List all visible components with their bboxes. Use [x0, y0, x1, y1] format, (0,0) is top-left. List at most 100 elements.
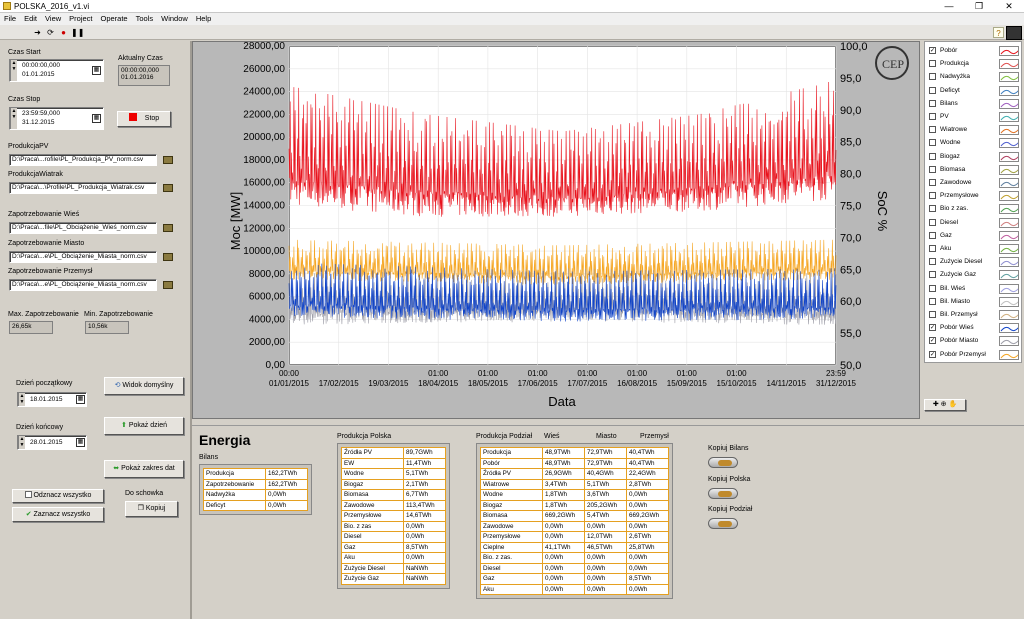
kopiuj-polska-button[interactable]: [708, 488, 738, 499]
kopiuj-bilans-button[interactable]: [708, 457, 738, 468]
legend-item[interactable]: Wiatrowe: [929, 124, 1021, 136]
legend-checkbox[interactable]: [929, 152, 936, 160]
file-path-field[interactable]: D:\Praca\...e\PL_Obciążenie_Miasta_norm.…: [9, 251, 157, 263]
legend-item[interactable]: Bio z zas.: [929, 203, 1021, 215]
spinner-icon[interactable]: ▲ ▼: [10, 60, 17, 81]
zaznacz-wszystko-button[interactable]: ✔ Zaznacz wszystko: [12, 507, 104, 522]
legend-checkbox[interactable]: [929, 311, 936, 318]
menu-edit[interactable]: Edit: [24, 14, 38, 23]
calendar-icon[interactable]: ▦: [92, 66, 101, 75]
legend-item[interactable]: ✓ Pobór Przemysł: [929, 349, 1021, 361]
dzien-poczatkowy-field[interactable]: ▲ ▼ 18.01.2015 ▦: [17, 392, 87, 407]
legend-checkbox[interactable]: [929, 245, 936, 252]
legend-checkbox[interactable]: [929, 231, 936, 239]
legend-item[interactable]: Deficyt: [929, 85, 1021, 97]
calendar-icon[interactable]: ▦: [92, 114, 101, 123]
legend-item[interactable]: Bil. Przemysł: [929, 309, 1021, 321]
file-path-field[interactable]: D:\Praca\...\Profile\PL_Produkcja_Wiatra…: [9, 182, 157, 194]
legend-checkbox[interactable]: [929, 218, 936, 226]
menu-operate[interactable]: Operate: [100, 14, 128, 23]
legend-checkbox[interactable]: [929, 126, 936, 134]
legend-checkbox[interactable]: [929, 205, 936, 213]
legend-item[interactable]: ✓ Pobór: [929, 45, 1021, 57]
legend-item[interactable]: Przemysłowe: [929, 190, 1021, 202]
menu-window[interactable]: Window: [161, 14, 188, 23]
legend-checkbox[interactable]: [929, 258, 936, 266]
pause-icon[interactable]: ❚❚: [71, 28, 85, 37]
legend-checkbox[interactable]: [929, 179, 936, 186]
legend-item[interactable]: Produkcja: [929, 58, 1021, 70]
maximize-button[interactable]: ❐: [974, 1, 984, 11]
folder-icon[interactable]: [163, 184, 173, 192]
dzien-koncowy-field[interactable]: ▲ ▼ 28.01.2015 ▦: [17, 435, 87, 450]
folder-icon[interactable]: [163, 281, 173, 289]
menu-project[interactable]: Project: [69, 14, 93, 23]
menu-file[interactable]: File: [4, 14, 17, 23]
legend-checkbox[interactable]: [929, 86, 936, 94]
abort-icon[interactable]: ●: [61, 28, 66, 37]
legend-checkbox[interactable]: [929, 271, 936, 279]
legend-checkbox[interactable]: [929, 60, 936, 68]
legend-item[interactable]: Biomasa: [929, 164, 1021, 176]
pokaz-dzien-button[interactable]: ⬆ Pokaż dzień: [104, 417, 184, 435]
table-row: Deficyt 0,0Wh: [203, 499, 308, 511]
menu-tools[interactable]: Tools: [135, 14, 154, 23]
legend-checkbox[interactable]: [929, 99, 936, 107]
file-path-field[interactable]: D:\Praca\...file\PL_Obciążenie_Wieś_norm…: [9, 222, 157, 234]
spinner-icon[interactable]: ▲ ▼: [10, 108, 17, 129]
prod-podzial-frame: Produkcja 48,9TWh 72,9TWh 40,4TWh Pobór 48,9T…: [476, 443, 673, 599]
pokaz-zakres-button[interactable]: ⬌ Pokaż zakres dat: [104, 460, 184, 478]
menu-view[interactable]: View: [45, 14, 62, 23]
file-path-field[interactable]: D:\Praca\...e\PL_Obciążenie_Miasta_norm.…: [9, 279, 157, 291]
legend-checkbox[interactable]: [929, 73, 936, 81]
help-icon[interactable]: ?: [993, 27, 1004, 38]
legend-checkbox[interactable]: [929, 139, 936, 147]
legend-item[interactable]: PV: [929, 111, 1021, 123]
graph-palette[interactable]: ✚ ⊕ ✋: [924, 399, 966, 411]
legend-checkbox[interactable]: [929, 165, 936, 173]
legend-item[interactable]: Biogaz: [929, 151, 1021, 163]
spinner-icon[interactable]: ▲ ▼: [18, 436, 25, 449]
legend-item[interactable]: Zużycie Gaz: [929, 269, 1021, 281]
legend-item[interactable]: Nadwyżka: [929, 71, 1021, 83]
widok-domyslny-button[interactable]: ⟲ Widok domyślny: [104, 377, 184, 395]
legend-checkbox[interactable]: [929, 284, 936, 292]
legend-item[interactable]: Zużycie Diesel: [929, 256, 1021, 268]
minimize-button[interactable]: —: [944, 1, 954, 11]
legend-item[interactable]: ✓ Pobór Miasto: [929, 335, 1021, 347]
kopiuj-button[interactable]: ❐ Kopiuj: [125, 501, 178, 517]
folder-icon[interactable]: [163, 156, 173, 164]
kopiuj-podzial-button[interactable]: [708, 518, 738, 529]
legend-item[interactable]: Gaz: [929, 230, 1021, 242]
legend-checkbox[interactable]: [929, 113, 936, 120]
legend-item[interactable]: Diesel: [929, 217, 1021, 229]
legend-item[interactable]: Wodne: [929, 137, 1021, 149]
calendar-icon[interactable]: ▦: [76, 438, 85, 447]
legend-item[interactable]: Bil. Wieś: [929, 283, 1021, 295]
run-arrow-icon[interactable]: ➜: [34, 28, 41, 37]
run-continuously-icon[interactable]: ⟳: [47, 28, 54, 37]
legend-checkbox[interactable]: [929, 192, 936, 200]
stop-button[interactable]: Stop: [117, 111, 171, 127]
legend-checkbox[interactable]: ✓: [929, 350, 936, 358]
calendar-icon[interactable]: ▦: [76, 395, 85, 404]
spinner-icon[interactable]: ▲ ▼: [18, 393, 25, 406]
folder-icon[interactable]: [163, 224, 173, 232]
legend-item[interactable]: Bilans: [929, 98, 1021, 110]
menu-help[interactable]: Help: [195, 14, 212, 23]
legend-item[interactable]: ✓ Pobór Wieś: [929, 322, 1021, 334]
legend-checkbox[interactable]: ✓: [929, 47, 936, 54]
panel-splitter[interactable]: [190, 41, 192, 619]
legend-item[interactable]: Zawodowe: [929, 177, 1021, 189]
czas-start-field[interactable]: ▲ ▼ 00:00:00,000 01.01.2015 ▦: [9, 59, 104, 82]
legend-item[interactable]: Aku: [929, 243, 1021, 255]
close-button[interactable]: ✕: [1005, 1, 1013, 11]
legend-item[interactable]: Bil. Miasto: [929, 296, 1021, 308]
odznacz-wszystko-button[interactable]: Odznacz wszystko: [12, 489, 104, 503]
legend-checkbox[interactable]: ✓: [929, 324, 936, 332]
file-path-field[interactable]: D:\Praca\...rofile\PL_Produkcja_PV_norm.…: [9, 154, 157, 166]
legend-checkbox[interactable]: [929, 297, 936, 305]
folder-icon[interactable]: [163, 253, 173, 261]
legend-checkbox[interactable]: ✓: [929, 337, 936, 345]
czas-stop-field[interactable]: ▲ ▼ 23:59:59,000 31.12.2015 ▦: [9, 107, 104, 130]
